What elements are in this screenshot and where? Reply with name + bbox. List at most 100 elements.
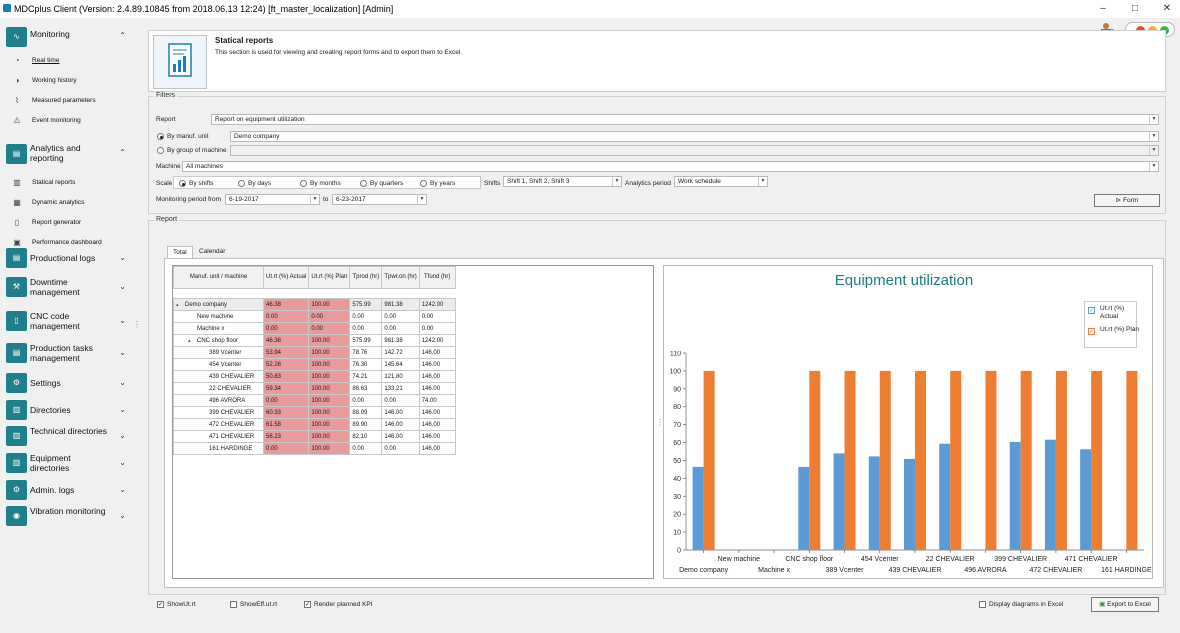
scale-radio-shifts[interactable]: [179, 180, 186, 187]
sidebar-splitter[interactable]: ⋮: [133, 320, 141, 329]
report-select[interactable]: Report on equipment utilization ▼: [211, 114, 1159, 125]
chevron-down-icon[interactable]: ▼: [1149, 115, 1158, 124]
table-row[interactable]: ▴ CNC shop floor 46.38 100.00 575.99 981.38 12…: [173, 334, 456, 347]
sidebar-group-vibration-monitoring[interactable]: ◉ Vibration monitoring ⌄: [6, 505, 134, 527]
machine-name: 389 Vcenter: [209, 349, 242, 356]
warning-icon: ⚠: [13, 116, 21, 125]
form-button[interactable]: ⊳ Form: [1094, 194, 1160, 207]
chevron-down-icon[interactable]: ⌄: [119, 485, 126, 494]
table-row[interactable]: ▴ Demo company 46.38 100.00 575.99 981.38 1242…: [173, 298, 456, 311]
sidebar-group-production-tasks-management[interactable]: ▤ Production tasks management ⌄: [6, 342, 134, 364]
show-eff-checkbox[interactable]: [230, 601, 237, 608]
table-row[interactable]: 389 Vcenter 53.94 100.00 78.76 142.72 146.00: [173, 346, 456, 359]
table-row[interactable]: 472 CHEVALIER 61.58 100.00 89.90 146.00 146.0…: [173, 418, 456, 431]
table-row[interactable]: 22 CHEVALIER 59.34 100.00 86.63 133.21 146.00: [173, 382, 456, 395]
sidebar-group-technical-directories[interactable]: ▥ Technical directories ⌄: [6, 425, 134, 447]
chevron-down-icon[interactable]: ▼: [758, 177, 767, 186]
table-row[interactable]: 439 CHEVALIER 50.83 100.00 74.21 121.80 146.0…: [173, 370, 456, 383]
sidebar-group-equipment-directories[interactable]: ▥ Equipment directories ⌄: [6, 452, 134, 474]
table-cell: 0.00: [381, 442, 420, 455]
table-row[interactable]: 471 CHEVALIER 56.23 100.00 82.10 146.00 146.0…: [173, 430, 456, 443]
check-icon[interactable]: ✓: [1088, 307, 1095, 314]
scale-radio-days[interactable]: [238, 180, 245, 187]
date-to-field[interactable]: 6-23-2017 ▼: [332, 194, 427, 205]
chevron-down-icon[interactable]: ⌄: [119, 458, 126, 467]
expand-toggle-icon[interactable]: ▴: [176, 301, 179, 308]
table-row[interactable]: 399 CHEVALIER 60.33 100.00 88.09 146.00 146.0…: [173, 406, 456, 419]
expand-toggle-icon[interactable]: ▴: [188, 337, 191, 344]
chevron-down-icon[interactable]: ▼: [1149, 162, 1158, 171]
machine-select[interactable]: All machines ▼: [182, 161, 1159, 172]
chevron-down-icon[interactable]: ⌄: [119, 253, 126, 262]
sidebar-item-working-history[interactable]: ◑ Working history: [10, 74, 130, 88]
close-button[interactable]: ✕: [1162, 3, 1172, 14]
table-row[interactable]: 161 HARDINGE 0.00 100.00 0.00 0.00 146.00: [173, 442, 456, 455]
chevron-down-icon[interactable]: ⌄: [119, 405, 126, 414]
tab-calendar[interactable]: Calendar: [199, 248, 226, 255]
chevron-down-icon[interactable]: ⌄: [119, 316, 126, 325]
show-ut-checkbox[interactable]: ✓: [157, 601, 164, 608]
table-cell: 100.00: [308, 430, 351, 443]
chevron-down-icon[interactable]: ⌄: [119, 511, 126, 520]
by-group-radio[interactable]: [157, 147, 164, 154]
chevron-down-icon[interactable]: ▼: [417, 195, 426, 204]
render-kpi-checkbox[interactable]: ✓: [304, 601, 311, 608]
manuf-unit-select[interactable]: Demo company ▼: [230, 131, 1159, 142]
export-excel-button[interactable]: ▣ Export to Excel: [1091, 597, 1159, 612]
table-row[interactable]: 496 AVRORA 0.00 100.00 0.00 0.00 74.00: [173, 394, 456, 407]
sidebar-group-productional-logs[interactable]: ▤ Productional logs ⌄: [6, 247, 134, 269]
chevron-down-icon[interactable]: ▼: [1149, 146, 1158, 155]
sidebar-group-analytics[interactable]: ▤ Analytics and reporting ⌃: [6, 140, 134, 168]
minimize-button[interactable]: –: [1100, 3, 1106, 14]
sidebar-item-real-time[interactable]: ◔ Real time: [10, 54, 130, 68]
group-select[interactable]: ▼: [230, 145, 1159, 156]
table-row[interactable]: Machine x 0.00 0.00 0.00 0.00 0.00: [173, 322, 456, 335]
sidebar-group-cnc-code-management[interactable]: ▯ CNC code management ⌄: [6, 310, 134, 332]
machine-name: Demo company: [185, 301, 228, 308]
chevron-down-icon[interactable]: ▼: [612, 177, 621, 186]
chevron-down-icon[interactable]: ▼: [310, 195, 319, 204]
y-tick-label: 10: [673, 530, 681, 537]
sidebar-item-report-generator[interactable]: ▯ Report generator: [10, 216, 130, 230]
sidebar-group-directories[interactable]: ▥ Directories ⌄: [6, 399, 134, 421]
scale-radio-months[interactable]: [300, 180, 307, 187]
table-header[interactable]: Manuf. unit / machine: [173, 266, 264, 289]
chevron-down-icon[interactable]: ▼: [1149, 132, 1158, 141]
chevron-up-icon[interactable]: ⌃: [119, 31, 126, 40]
sidebar-group-monitoring[interactable]: ∿ Monitoring ⌃: [6, 26, 134, 48]
chevron-down-icon[interactable]: ⌄: [119, 378, 126, 387]
analytics-period-select[interactable]: Work schedule ▼: [674, 176, 768, 187]
check-icon[interactable]: ✓: [1088, 328, 1095, 335]
table-header[interactable]: Tprod (hr): [349, 266, 383, 289]
chevron-down-icon[interactable]: ⌄: [119, 431, 126, 440]
sidebar-group-settings[interactable]: ⚙ Settings ⌄: [6, 372, 134, 394]
pane-splitter[interactable]: ⋮: [656, 418, 664, 427]
date-from-field[interactable]: 6-19-2017 ▼: [225, 194, 320, 205]
table-header[interactable]: Tfund (hr): [418, 266, 456, 289]
sidebar-item-measured-parameters[interactable]: ⌇ Measured parameters: [10, 94, 130, 108]
sidebar-item-performance-dashboard[interactable]: ▣ Performance dashboard: [10, 236, 130, 250]
table-header[interactable]: Ut.rt (%) Plan: [308, 266, 351, 289]
by-manuf-unit-radio[interactable]: [157, 133, 164, 140]
y-tick-label: 20: [673, 512, 681, 519]
scale-radio-years[interactable]: [420, 180, 427, 187]
maximize-button[interactable]: □: [1131, 3, 1139, 14]
display-excel-checkbox[interactable]: [979, 601, 986, 608]
sidebar-group-downtime-management[interactable]: ⚒ Downtime management ⌄: [6, 276, 134, 298]
sidebar-group-admin-logs[interactable]: ⚙ Admin. logs ⌄: [6, 479, 134, 501]
table-cell: 146.00: [418, 418, 456, 431]
tab-total[interactable]: Total: [167, 246, 193, 258]
table-row[interactable]: 454 Vcenter 52.26 100.00 76.30 145.64 146.00: [173, 358, 456, 371]
table-cell-name: 496 AVRORA: [173, 394, 264, 407]
chevron-up-icon[interactable]: ⌃: [119, 148, 126, 157]
table-header[interactable]: Tpwr.on (hr): [381, 266, 420, 289]
sidebar-item-statical-reports[interactable]: ▥ Statical reports: [10, 176, 130, 190]
table-row[interactable]: New machine 0.00 0.00 0.00 0.00 0.00: [173, 310, 456, 323]
chevron-down-icon[interactable]: ⌄: [119, 282, 126, 291]
sidebar-item-event-monitoring[interactable]: ⚠ Event monitoring: [10, 114, 130, 128]
shifts-select[interactable]: Shift 1, Shift 2, Shift 3 ▼: [503, 176, 622, 187]
table-header[interactable]: Ut.rt (%) Actual: [262, 266, 310, 289]
scale-radio-quarters[interactable]: [360, 180, 367, 187]
chevron-down-icon[interactable]: ⌄: [119, 348, 126, 357]
sidebar-item-dynamic-analytics[interactable]: ▦ Dynamic analytics: [10, 196, 130, 210]
